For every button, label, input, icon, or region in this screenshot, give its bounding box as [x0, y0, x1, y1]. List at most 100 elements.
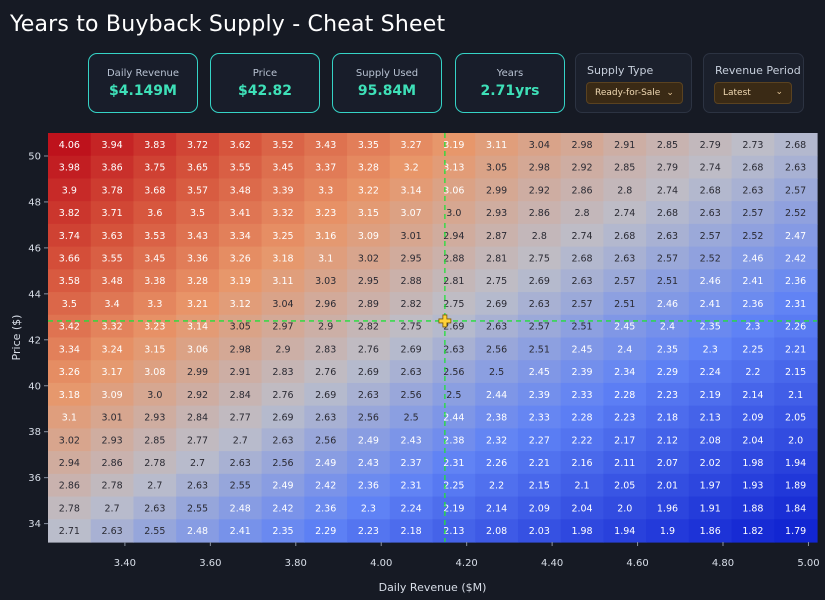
cell-value-label: 2.46: [700, 276, 721, 287]
heatmap-cell: [603, 382, 647, 407]
heatmap-cell: [304, 178, 348, 202]
cell-value-label: 3.18: [59, 390, 80, 401]
heatmap-cell: [475, 155, 519, 180]
heatmap-cell: [389, 360, 434, 384]
heatmap-cell: [731, 155, 775, 180]
heatmap-cell: [48, 246, 92, 270]
heatmap-cell: [48, 451, 92, 475]
heatmap-cell: [48, 496, 92, 520]
heatmap-cell: [133, 360, 177, 384]
heatmap-cell: [688, 201, 733, 225]
supply-type-select[interactable]: Ready-for-Sale ⌄: [586, 82, 683, 104]
supply-type-control: Supply Type Ready-for-Sale ⌄: [575, 53, 692, 113]
cell-value-label: 3.13: [443, 163, 464, 174]
heatmap-cell: [774, 178, 818, 202]
heatmap-cell: [261, 382, 305, 407]
cell-value-label: 2.69: [486, 299, 507, 310]
cell-value-label: 3.16: [315, 231, 336, 242]
cell-value-label: 1.86: [700, 526, 721, 537]
heatmap-cell: [176, 473, 220, 498]
supply-type-label: Supply Type: [587, 64, 654, 77]
heatmap-cell: [731, 382, 775, 407]
heatmap-cell: [517, 201, 562, 225]
cell-value-label: 1.82: [742, 526, 763, 537]
heatmap-cell: [261, 360, 305, 384]
cell-value-label: 2.37: [401, 458, 422, 469]
heatmap-cell: [48, 269, 92, 293]
cell-value-label: 2.85: [144, 435, 165, 446]
cell-value-label: 2.63: [742, 185, 763, 196]
heatmap-cell: [347, 269, 391, 293]
heatmap-cell: [389, 405, 434, 429]
cell-value-label: 2.44: [486, 390, 507, 401]
cell-value-label: 3.04: [272, 299, 293, 310]
heatmap-cell: [774, 360, 818, 384]
cell-value-label: 2.63: [358, 390, 379, 401]
cell-value-label: 1.9: [660, 526, 675, 537]
cell-value-label: 2.8: [532, 231, 547, 242]
heatmap-cell: [432, 155, 476, 180]
y-tick-label: 36: [28, 473, 41, 484]
revenue-period-select[interactable]: Latest ⌄: [714, 82, 792, 104]
heatmap-cell: [261, 292, 305, 316]
heatmap-cell: [517, 519, 562, 543]
heatmap-cell: [133, 496, 177, 520]
heatmap-cell: [133, 223, 177, 248]
cell-value-label: 2.81: [443, 276, 464, 287]
cell-value-label: 2.7: [147, 481, 162, 492]
cell-value-label: 3.36: [187, 253, 208, 264]
cell-value-label: 2.29: [315, 526, 336, 537]
cell-value-label: 2.41: [742, 276, 763, 287]
cell-value-label: 3.43: [315, 140, 336, 151]
cell-value-label: 2.49: [315, 458, 336, 469]
heatmap-cell: [517, 405, 562, 429]
heatmap-cell: [774, 246, 818, 270]
heatmap-cell: [688, 451, 733, 475]
heatmap-cell: [774, 496, 818, 520]
heatmap-cell: [218, 451, 263, 475]
heatmap-cell: [218, 428, 263, 452]
heatmap-cell: [688, 428, 733, 452]
cell-value-label: 2.32: [486, 435, 507, 446]
heatmap-cell: [304, 428, 348, 452]
cell-value-label: 2.21: [785, 344, 806, 355]
cell-value-label: 3.04: [529, 140, 550, 151]
daily-revenue-value: $4.149M: [109, 83, 177, 99]
heatmap-cell: [432, 473, 476, 498]
heatmap-cell: [176, 269, 220, 293]
heatmap-cell: [48, 473, 92, 498]
heatmap-cell: [90, 405, 135, 429]
cell-value-label: 2.97: [272, 322, 293, 333]
cell-value-label: 2.08: [700, 435, 721, 446]
cell-value-label: 2.22: [571, 435, 592, 446]
cell-value-label: 2.42: [272, 503, 293, 514]
heatmap-cell: [560, 405, 604, 429]
heatmap-cell: [176, 360, 220, 384]
x-tick-label: 4.60: [626, 558, 648, 569]
cell-value-label: 3.2: [404, 163, 419, 174]
cell-value-label: 3.03: [315, 276, 336, 287]
heatmap-cell: [218, 360, 263, 384]
cell-value-label: 3.06: [187, 344, 208, 355]
heatmap-cell: [774, 405, 818, 429]
cell-value-label: 2.68: [657, 208, 678, 219]
heatmap-cell: [432, 223, 476, 248]
cell-value-label: 3.09: [358, 231, 379, 242]
cell-value-label: 2.86: [102, 458, 123, 469]
heatmap-cell: [133, 473, 177, 498]
heatmap-cell: [688, 519, 733, 543]
cell-value-label: 3.19: [443, 140, 464, 151]
heatmap-cell: [517, 473, 562, 498]
heatmap-cell: [90, 269, 135, 293]
heatmap-cell: [646, 269, 690, 293]
heatmap-cell: [347, 133, 391, 157]
heatmap-cell: [475, 292, 519, 316]
cell-value-label: 2.75: [401, 322, 422, 333]
heatmap-cell: [774, 155, 818, 180]
heatmap-cell: [688, 178, 733, 202]
cell-value-label: 2.41: [700, 299, 721, 310]
revenue-period-selected: Latest: [723, 88, 751, 98]
cell-value-label: 3.74: [59, 231, 80, 242]
heatmap-cell: [261, 133, 305, 157]
cell-value-label: 2.01: [657, 481, 678, 492]
